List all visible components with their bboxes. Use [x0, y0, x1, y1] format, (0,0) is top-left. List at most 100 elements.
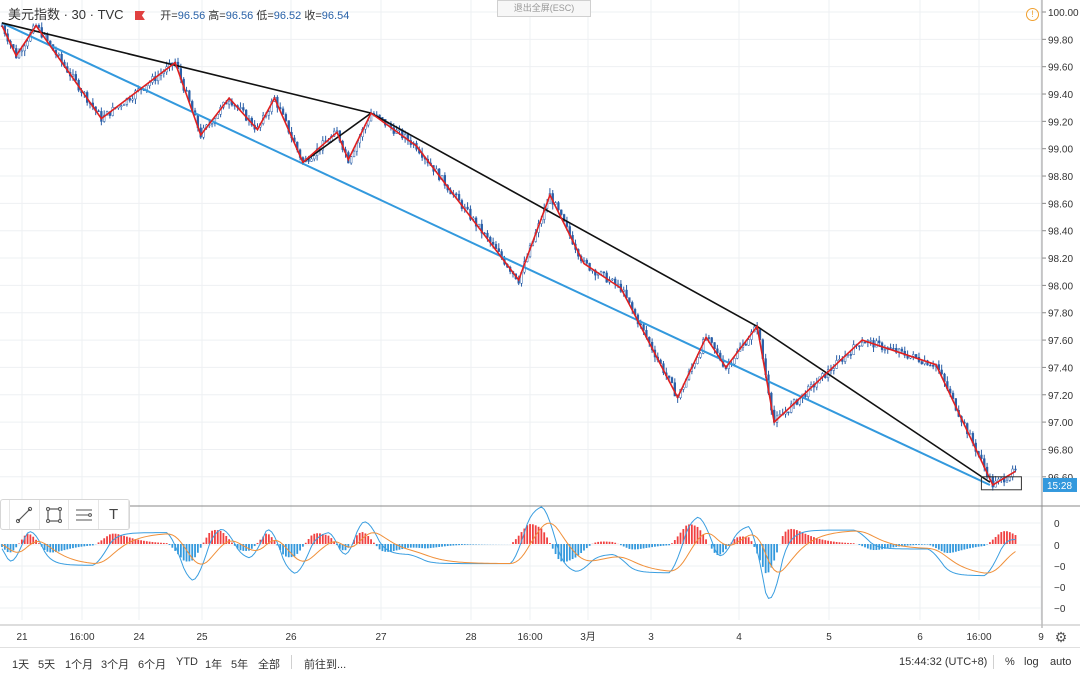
macd-histogram-bar	[932, 544, 934, 547]
macd-histogram-bar	[998, 534, 1000, 544]
macd-histogram-bar	[160, 543, 162, 544]
x-tick-label: 25	[196, 632, 208, 643]
goto-date-button[interactable]: 前往到...	[304, 656, 346, 672]
x-tick-label: 3月	[580, 631, 596, 643]
candle-body	[921, 362, 923, 364]
macd-histogram-bar	[106, 536, 108, 544]
text-tool-icon[interactable]: T	[99, 500, 129, 529]
auto-toggle[interactable]: auto	[1050, 656, 1071, 668]
range-ytd[interactable]: YTD	[176, 656, 198, 668]
exit-fullscreen-button[interactable]: 退出全屏(ESC)	[497, 0, 591, 17]
macd-histogram-bar	[461, 544, 463, 545]
macd-histogram-bar	[526, 525, 528, 544]
range-6m[interactable]: 6个月	[138, 656, 166, 672]
range-1d[interactable]: 1天	[12, 656, 29, 672]
candle-body	[495, 244, 497, 248]
range-1y[interactable]: 1年	[205, 656, 222, 672]
toolbar-drag-handle[interactable]	[1, 500, 10, 529]
drawing-toolbar: T	[0, 499, 130, 530]
macd-histogram-bar	[867, 544, 869, 549]
macd-histogram-bar	[646, 544, 648, 548]
macd-histogram-bar	[367, 536, 369, 544]
range-5d[interactable]: 5天	[38, 656, 55, 672]
candle-body	[268, 112, 270, 116]
macd-histogram-bar	[850, 543, 852, 544]
candle-body	[72, 74, 74, 76]
candle-body	[311, 159, 313, 162]
macd-histogram-bar	[379, 544, 381, 549]
macd-histogram-bar	[691, 525, 693, 544]
macd-histogram-bar	[583, 544, 585, 551]
range-3m[interactable]: 3个月	[101, 656, 129, 672]
candle-body	[915, 354, 917, 357]
macd-histogram-bar	[628, 544, 630, 549]
x-tick-label: 3	[648, 632, 654, 643]
x-tick-label: 16:00	[966, 632, 991, 643]
macd-histogram-bar	[711, 544, 713, 549]
macd-histogram-bar	[251, 544, 253, 549]
candle-body	[611, 279, 613, 280]
rectangle-tool-icon[interactable]	[40, 500, 70, 529]
candle-body	[458, 194, 460, 200]
macd-histogram-bar	[765, 544, 767, 573]
macd-histogram-bar	[858, 544, 860, 545]
macd-histogram-bar	[643, 544, 645, 548]
macd-histogram-bar	[935, 544, 937, 548]
macd-histogram-bar	[430, 544, 432, 548]
macd-histogram-bar	[149, 542, 151, 544]
macd-histogram-bar	[921, 544, 923, 545]
macd-histogram-bar	[918, 544, 920, 545]
macd-histogram-bar	[634, 544, 636, 549]
range-1m[interactable]: 1个月	[65, 656, 93, 672]
macd-histogram-bar	[180, 544, 182, 557]
macd-histogram-bar	[989, 542, 991, 544]
symbol-title: 美元指数 · 30 · TVC	[8, 7, 124, 22]
macd-histogram-bar	[52, 544, 54, 552]
percent-toggle[interactable]: %	[1005, 656, 1015, 668]
macd-histogram-bar	[78, 544, 80, 547]
candle-body	[901, 349, 903, 351]
macd-histogram-bar	[44, 544, 46, 550]
candle-body	[24, 46, 26, 51]
gear-icon[interactable]: ⚙	[1054, 630, 1068, 644]
macd-histogram-bar	[1012, 533, 1014, 544]
axes-layer: 100.0099.8099.6099.4099.2099.0098.8098.6…	[0, 0, 1080, 643]
macd-histogram-bar	[924, 544, 926, 545]
macd-histogram-bar	[969, 544, 971, 548]
y-tick-label: 99.80	[1048, 35, 1073, 46]
flag-icon[interactable]	[135, 11, 145, 20]
warning-icon[interactable]: !	[1026, 8, 1039, 21]
y-tick-label: 97.60	[1048, 336, 1073, 347]
range-5y[interactable]: 5年	[231, 656, 248, 672]
macd-histogram-bar	[452, 544, 454, 546]
candle-body	[671, 378, 673, 383]
candle-body	[282, 109, 284, 115]
line-tool-icon[interactable]	[10, 500, 40, 529]
candle-body	[734, 358, 736, 364]
macd-histogram-bar	[308, 539, 310, 544]
log-toggle[interactable]: log	[1024, 656, 1039, 668]
main-grid	[0, 0, 1042, 620]
range-all[interactable]: 全部	[258, 656, 280, 672]
macd-histogram-bar	[29, 534, 31, 544]
macd-histogram-bar	[870, 544, 872, 550]
macd-histogram-bar	[203, 543, 205, 544]
fib-tool-icon[interactable]	[69, 500, 99, 529]
macd-histogram-bar	[677, 536, 679, 544]
macd-histogram-bar	[946, 544, 948, 553]
macd-tick-label: −0	[1054, 562, 1066, 573]
macd-histogram-bar	[92, 544, 94, 545]
macd-histogram-bar	[981, 544, 983, 546]
candlestick-series	[1, 22, 1016, 490]
macd-histogram-bar	[81, 544, 83, 547]
drawings-layer[interactable]	[2, 23, 1021, 490]
clock-readout[interactable]: 15:44:32 (UTC+8)	[899, 656, 987, 668]
candle-body	[586, 260, 588, 263]
macd-histogram-bar	[572, 544, 574, 559]
macd-histogram-bar	[472, 544, 474, 545]
macd-histogram-bar	[853, 543, 855, 544]
macd-histogram-bar	[311, 536, 313, 544]
macd-histogram-bar	[407, 544, 409, 548]
macd-histogram-bar	[626, 544, 628, 548]
